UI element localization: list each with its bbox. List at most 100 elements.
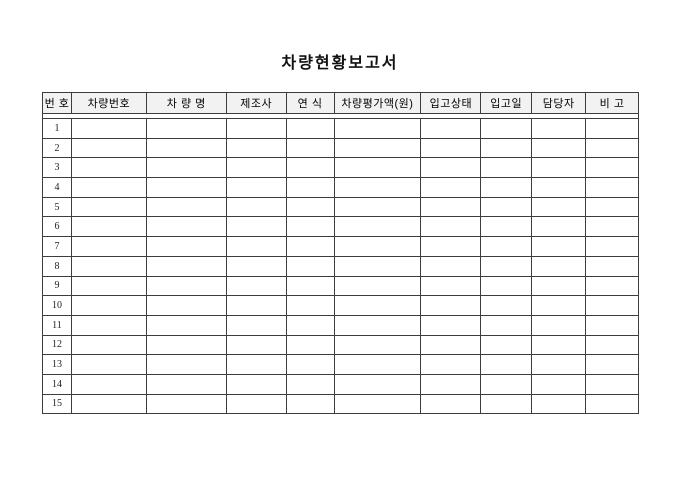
empty-data-cell [481,276,533,296]
empty-data-cell [334,374,422,394]
empty-data-cell [532,394,587,414]
empty-data-cell [421,138,482,158]
empty-data-cell [421,256,482,276]
empty-data-cell [532,374,587,394]
empty-data-cell [286,296,335,315]
empty-data-cell [226,374,287,394]
empty-data-cell [421,197,482,217]
row-number-cell: 14 [43,374,72,394]
empty-data-cell [481,335,533,355]
empty-data-cell [586,355,639,374]
empty-data-cell [146,374,227,394]
column-header-8: 입고일 [481,93,533,113]
row-number-cell: 12 [43,335,72,355]
empty-data-cell [226,276,287,296]
empty-data-cell [334,355,422,374]
table-row: 13 [43,355,639,375]
empty-data-cell [286,374,335,394]
column-header-6: 차량평가액(원) [334,93,422,113]
empty-data-cell [71,394,147,414]
empty-data-cell [226,237,287,256]
empty-data-cell [226,394,287,414]
row-number-cell: 6 [43,217,72,237]
empty-data-cell [334,315,422,335]
empty-data-cell [286,394,335,414]
empty-data-cell [146,138,227,158]
empty-data-cell [334,394,422,414]
empty-data-cell [532,355,587,374]
empty-data-cell [146,178,227,197]
empty-data-cell [334,138,422,158]
empty-data-cell [226,335,287,355]
empty-data-cell [71,197,147,217]
table-row: 4 [43,178,639,198]
document-title: 차량현황보고서 [281,55,399,72]
column-header-3: 차 량 명 [146,93,227,113]
empty-data-cell [586,374,639,394]
empty-data-cell [71,119,147,138]
empty-data-cell [421,335,482,355]
empty-data-cell [286,355,335,374]
empty-data-cell [71,355,147,374]
empty-data-cell [71,217,147,237]
empty-data-cell [481,374,533,394]
empty-data-cell [586,296,639,315]
empty-data-cell [421,276,482,296]
empty-data-cell [71,237,147,256]
empty-data-cell [532,237,587,256]
empty-data-cell [532,119,587,138]
empty-data-cell [586,178,639,197]
table-row: 10 [43,296,639,316]
empty-data-cell [421,217,482,237]
row-number-cell: 5 [43,197,72,217]
empty-data-cell [421,237,482,256]
table-row: 8 [43,256,639,277]
empty-data-cell [71,178,147,197]
empty-data-cell [481,119,533,138]
empty-data-cell [481,237,533,256]
empty-data-cell [146,335,227,355]
empty-data-cell [481,158,533,178]
empty-data-cell [71,315,147,335]
row-number-cell: 2 [43,138,72,158]
empty-data-cell [146,315,227,335]
empty-data-cell [146,158,227,178]
empty-data-cell [421,296,482,315]
empty-data-cell [226,217,287,237]
row-number-cell: 4 [43,178,72,197]
table-row: 14 [43,374,639,395]
empty-data-cell [334,335,422,355]
empty-data-cell [586,217,639,237]
empty-data-cell [226,315,287,335]
row-number-cell: 7 [43,237,72,256]
empty-data-cell [286,119,335,138]
empty-data-cell [334,237,422,256]
empty-data-cell [586,256,639,276]
empty-data-cell [226,138,287,158]
empty-data-cell [286,197,335,217]
table-row: 1 [43,119,639,139]
column-header-2: 차량번호 [71,93,147,113]
empty-data-cell [226,119,287,138]
empty-data-cell [532,158,587,178]
row-number-cell: 11 [43,315,72,335]
empty-data-cell [226,158,287,178]
empty-data-cell [334,296,422,315]
empty-data-cell [334,256,422,276]
empty-data-cell [532,256,587,276]
empty-data-cell [334,178,422,197]
empty-data-cell [481,296,533,315]
empty-data-cell [586,335,639,355]
table-row: 5 [43,197,639,218]
empty-data-cell [532,276,587,296]
empty-data-cell [481,315,533,335]
table-row: 15 [43,394,639,414]
empty-data-cell [481,355,533,374]
empty-data-cell [226,197,287,217]
empty-data-cell [71,374,147,394]
empty-data-cell [226,296,287,315]
empty-data-cell [71,138,147,158]
empty-data-cell [586,315,639,335]
table-body: 1 2 3 4 5 6 7 8 9 10 11 12 13 14 15 [43,119,639,414]
